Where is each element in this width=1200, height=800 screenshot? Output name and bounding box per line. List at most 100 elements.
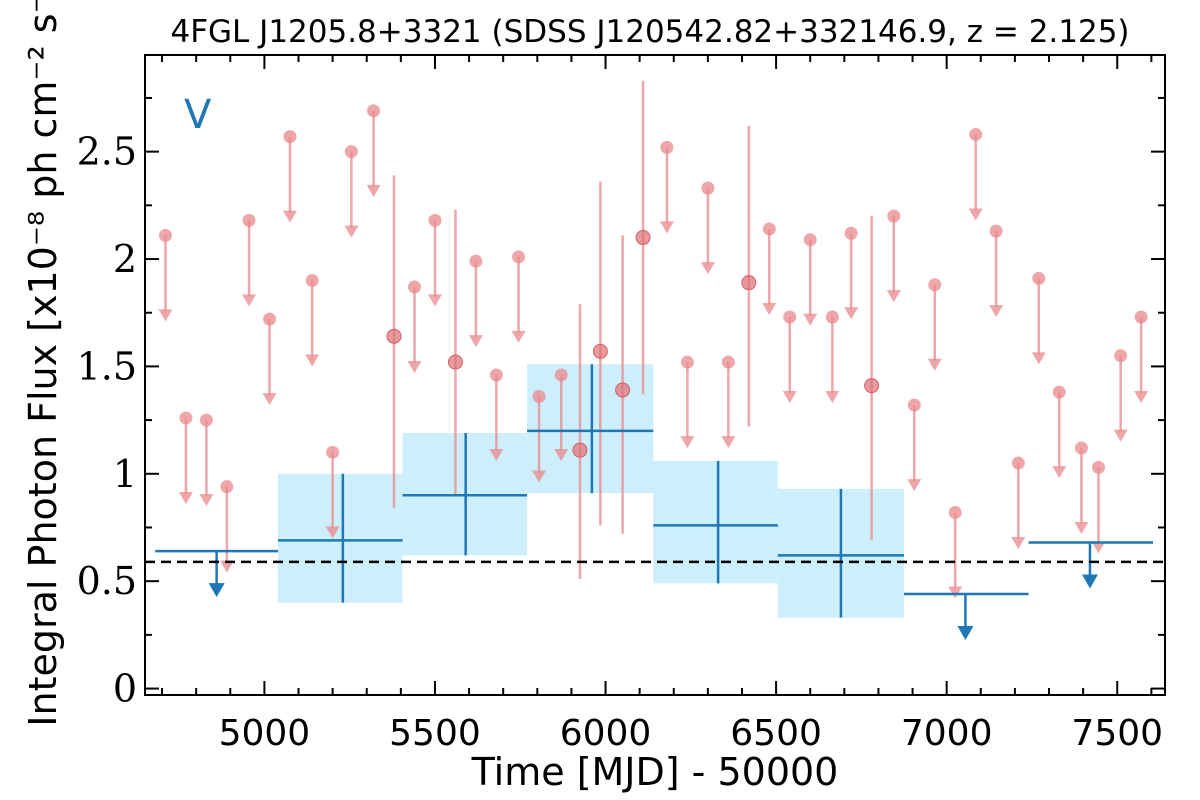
x-tick-label: 5000 — [219, 713, 311, 754]
upper-limit-arrowhead — [344, 225, 359, 238]
upper-limit-point — [825, 310, 839, 324]
upper-limit-point — [887, 209, 901, 223]
fine-upper-limit — [721, 355, 736, 449]
upper-limit-point — [489, 368, 503, 382]
upper-limit-arrowhead — [659, 221, 674, 234]
fine-upper-limit — [242, 213, 257, 307]
upper-limit-point — [532, 389, 546, 403]
fine-bin-series — [158, 80, 1149, 599]
fine-upper-limit — [158, 228, 173, 322]
upper-limit-arrowhead — [511, 330, 526, 343]
upper-limit-arrowhead — [242, 294, 257, 307]
upper-limit-arrowhead — [199, 494, 214, 507]
coarse-error-band — [278, 473, 403, 603]
upper-limit-arrowhead — [282, 210, 297, 223]
y-tick-label: 1.5 — [77, 344, 137, 388]
upper-limit-arrowhead — [178, 491, 193, 504]
upper-limit-point — [928, 278, 942, 292]
fine-upper-limit — [344, 145, 359, 238]
upper-limit-arrowhead — [1052, 466, 1067, 479]
detection-point — [572, 442, 588, 458]
coarse-detection — [278, 473, 403, 603]
upper-limit-arrowhead — [1031, 352, 1046, 365]
fine-upper-limit — [1074, 441, 1089, 535]
upper-limit-arrowhead — [968, 208, 983, 221]
fine-upper-limit — [366, 104, 381, 197]
upper-limit-point — [989, 224, 1003, 238]
detection-point — [864, 378, 880, 394]
upper-limit-arrowhead — [721, 436, 736, 449]
coarse-detection — [777, 488, 905, 618]
axis-ticks: 5000 5500 6000 6500 7000 7500 0 0.5 1 1.5 2 2.5 — [77, 55, 1165, 754]
fine-upper-limit — [1091, 460, 1106, 554]
coarse-bin-series — [155, 364, 1154, 641]
fine-upper-limit — [700, 181, 715, 275]
x-tick-label: 5500 — [389, 713, 481, 754]
x-tick-label: 6000 — [560, 713, 652, 754]
upper-limit-arrowhead — [219, 560, 234, 573]
upper-limit-arrowhead — [305, 354, 320, 367]
upper-limit-point — [1011, 456, 1025, 470]
upper-limit-point — [803, 233, 817, 247]
upper-limit-arrowhead — [803, 313, 818, 326]
fine-detection — [447, 209, 463, 496]
upper-limit-arrowhead — [948, 586, 963, 599]
coarse-limit-arrowhead — [208, 583, 225, 598]
upper-limit-point — [783, 310, 797, 324]
fine-upper-limit — [511, 250, 526, 343]
upper-limit-arrowhead — [366, 184, 381, 197]
coarse-limit-arrowhead — [1081, 574, 1098, 589]
y-axis-label: Integral Photon Flux [x10⁻⁸ ph cm⁻² s⁻¹] — [21, 0, 65, 727]
upper-limit-arrowhead — [1074, 522, 1089, 535]
plot-frame — [144, 54, 1166, 696]
upper-limit-point — [407, 280, 421, 294]
upper-limit-point — [721, 355, 735, 369]
chart-title: 4FGL J1205.8+3321 (SDSS J120542.82+33214… — [170, 14, 1129, 50]
fine-upper-limit — [282, 130, 297, 223]
detection-point — [615, 382, 631, 398]
upper-limit-arrowhead — [782, 391, 797, 404]
y-tick-label: 2.5 — [77, 130, 137, 174]
fine-upper-limit — [427, 213, 442, 307]
fine-upper-limit — [489, 368, 504, 461]
fine-detection — [615, 235, 631, 534]
upper-limit-point — [469, 254, 483, 268]
coarse-error-band — [653, 460, 778, 584]
upper-limit-point — [199, 413, 213, 427]
fine-detection — [741, 125, 757, 427]
fine-upper-limit — [886, 209, 901, 303]
fine-upper-limit — [968, 127, 983, 221]
fine-upper-limit — [762, 222, 777, 315]
fine-upper-limit — [532, 389, 547, 483]
upper-limit-arrowhead — [1134, 391, 1149, 404]
coarse-detection — [527, 364, 654, 494]
upper-limit-point — [1074, 441, 1088, 455]
detection-point — [741, 275, 757, 291]
upper-limit-point — [344, 145, 358, 159]
detection-point — [592, 343, 608, 359]
detection-point — [386, 328, 402, 344]
upper-limit-point — [158, 228, 172, 242]
upper-limit-arrowhead — [1091, 541, 1106, 554]
fine-upper-limit — [407, 280, 422, 373]
upper-limit-point — [305, 274, 319, 288]
fine-detection — [864, 216, 880, 541]
upper-limit-point — [1134, 310, 1148, 324]
upper-limit-point — [326, 445, 340, 459]
upper-limit-point — [907, 398, 921, 412]
panel-label: V — [184, 92, 212, 138]
fine-upper-limit — [1031, 271, 1046, 365]
upper-limit-point — [844, 226, 858, 240]
upper-limit-arrowhead — [907, 479, 922, 492]
upper-limit-point — [660, 140, 674, 154]
x-tick-label: 7500 — [1071, 713, 1163, 754]
x-axis-label: Time [MJD] - 50000 — [471, 750, 839, 794]
detection-point — [447, 354, 463, 370]
upper-limit-arrowhead — [844, 307, 859, 320]
upper-limit-point — [948, 505, 962, 519]
upper-limit-point — [428, 213, 442, 227]
upper-limit-arrowhead — [680, 436, 695, 449]
upper-limit-point — [680, 355, 694, 369]
upper-limit-point — [242, 213, 256, 227]
upper-limit-point — [1052, 385, 1066, 399]
